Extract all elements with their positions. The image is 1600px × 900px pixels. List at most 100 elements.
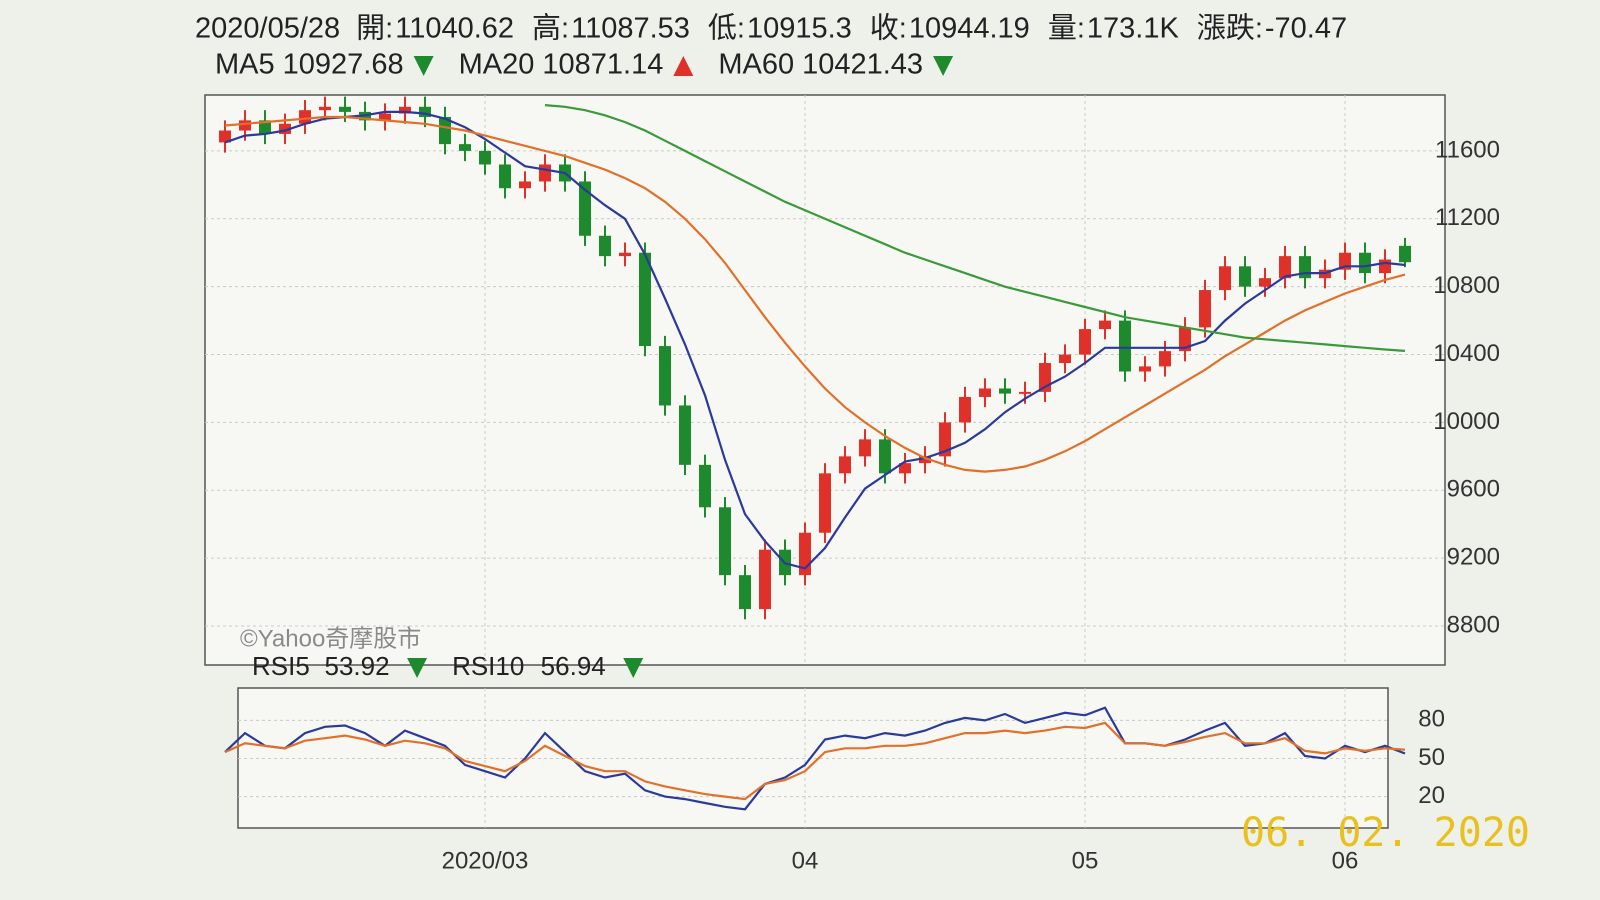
candle-body [1379,259,1391,274]
candle-body [1239,266,1251,287]
watermark: ©Yahoo奇摩股市 [240,625,421,652]
candle-body [839,456,851,474]
ma-line [224,115,1406,473]
candle-body [939,422,951,457]
legend-name: MA20 [459,49,535,81]
rsi-tick-label: 50 [1418,744,1445,771]
y-tick-label: 10400 [1433,340,1500,367]
legend-value: 10927.68 [283,49,404,81]
header-date: 2020/05/28 [195,13,340,45]
x-tick-label: 05 [1072,847,1099,874]
candle-body [719,507,731,576]
y-tick-label: 9600 [1447,476,1500,503]
legend-name: MA5 [215,49,275,81]
header-value: -70.47 [1265,13,1347,45]
candle-body [659,346,671,406]
x-tick-label: 04 [792,847,819,874]
candle-body [1059,354,1071,364]
candle-body [259,120,271,134]
candle-body [819,473,831,533]
header-label: 高: [532,12,569,45]
candle-body [339,106,351,112]
legend-trend [407,658,428,678]
candle-body [1159,351,1171,367]
candle-body [1179,327,1191,352]
legend-value: 56.94 [541,651,606,681]
candle-body [1359,252,1371,274]
candle-body [1019,391,1031,394]
rsi-tick-label: 80 [1418,706,1445,733]
rsi-tick-label: 20 [1418,782,1445,809]
y-tick-label: 10000 [1433,408,1500,435]
header-value: 173.1K [1087,13,1180,45]
candle-body [699,464,711,508]
candle-body [1219,266,1231,291]
candle-body [399,106,411,114]
candle-body [319,106,331,111]
header-label: 低: [708,12,745,45]
y-tick-label: 10800 [1433,272,1500,299]
header-label: 收: [870,12,907,45]
photo-timestamp: 06. 02. 2020 [1241,810,1530,856]
x-tick-label: 2020/03 [442,847,529,874]
header-value: 11040.62 [395,13,514,45]
candle-body [959,396,971,423]
y-tick-label: 11600 [1435,136,1500,163]
candle-body [1279,256,1291,279]
header-value: 11087.53 [571,13,690,45]
rsi-panel [237,687,1389,829]
rsi-line [224,721,1406,801]
header-value: 10944.19 [909,13,1030,45]
candle-body [479,150,491,165]
legend-name: RSI5 [252,651,310,681]
candle-body [1099,320,1111,330]
legend-value: 10421.43 [802,49,923,81]
legend-name: RSI10 [452,651,524,681]
legend-trend [413,56,434,76]
candle-body [419,106,431,117]
candle-body [899,463,911,474]
y-tick-label: 8800 [1447,611,1500,638]
candle-body [499,164,511,189]
legend-value: 53.92 [324,651,389,681]
candle-body [1399,245,1411,263]
candle-body [859,439,871,457]
legend-trend [623,658,644,678]
candle-body [539,164,551,182]
header-label: 量: [1048,13,1085,45]
ma-line [544,104,1406,352]
candle-body [579,181,591,236]
x-tick-label: 06 [1332,847,1359,874]
price-panel [204,94,1446,666]
candle-body [1139,366,1151,372]
candle-body [739,575,751,610]
candle-body [279,123,291,134]
y-tick-label: 11200 [1435,204,1500,231]
header-label: 漲跌: [1197,12,1263,45]
candle-body [1199,290,1211,328]
candle-body [459,144,471,151]
candle-body [239,120,251,131]
candle-body [979,388,991,397]
y-tick-label: 9200 [1447,544,1500,571]
header-value: 10915.3 [747,13,852,45]
candle-body [619,252,631,257]
ma-line [224,110,1406,570]
legend-trend [673,56,694,76]
candle-body [439,116,451,145]
candle-body [879,439,891,474]
candle-body [639,252,651,347]
candle-body [299,110,311,124]
candle-body [219,130,231,143]
rsi-line [224,706,1406,811]
legend-trend [933,56,954,76]
candle-body [759,549,771,610]
header-label: 開: [356,13,393,45]
candle-body [1259,278,1271,287]
candle-body [599,235,611,257]
candle-body [519,181,531,189]
candle-body [1119,320,1131,372]
candle-body [1079,329,1091,355]
